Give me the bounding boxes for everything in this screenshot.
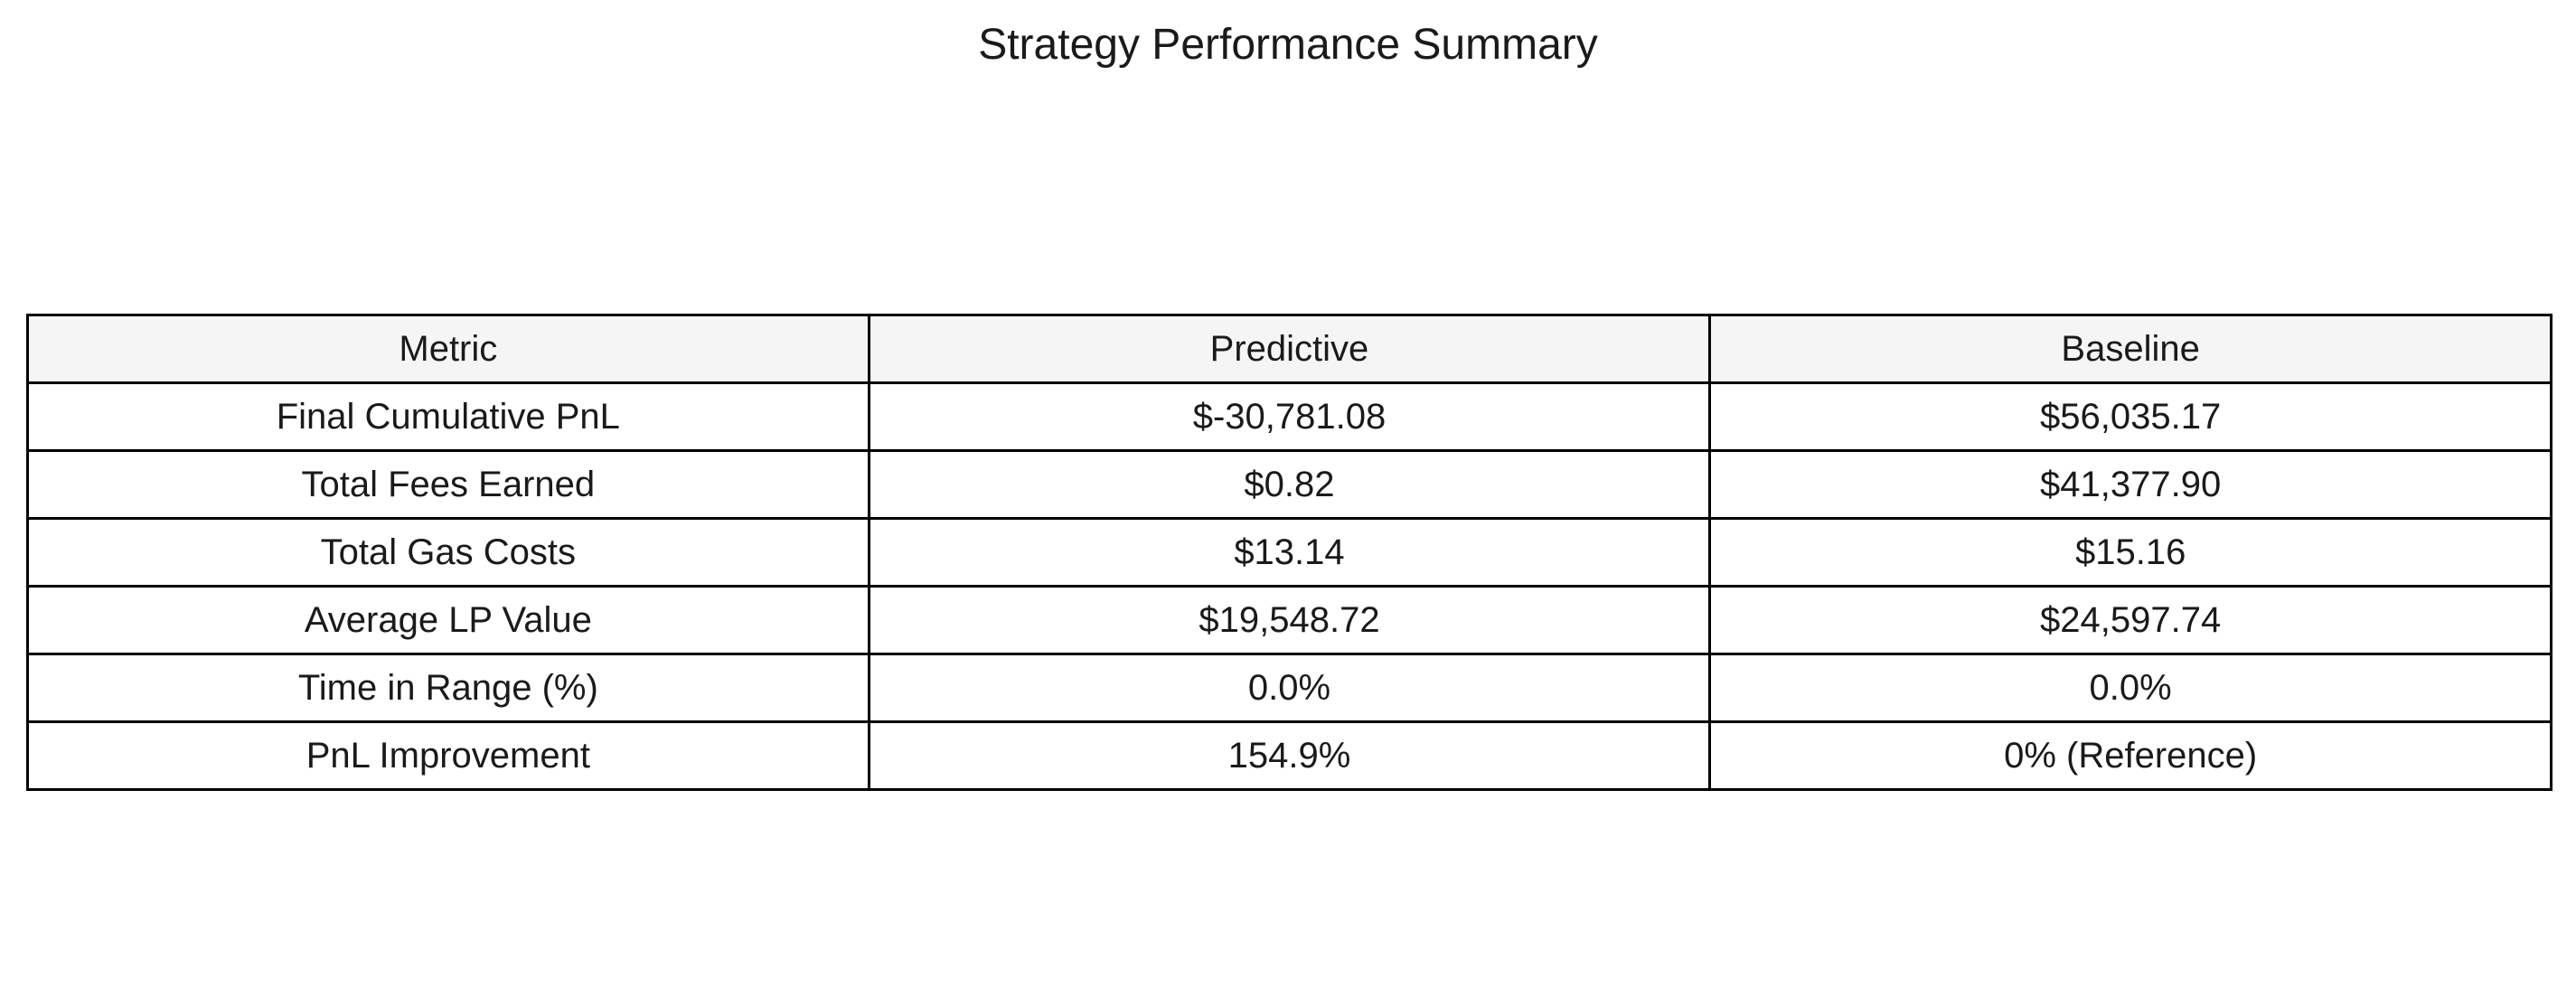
table-row: Final Cumulative PnL $-30,781.08 $56,035…	[26, 381, 2552, 452]
predictive-cell: 0.0%	[867, 653, 1712, 723]
baseline-cell: $24,597.74	[1708, 585, 2552, 655]
metric-cell: Total Fees Earned	[26, 449, 870, 520]
table-row: Average LP Value $19,548.72 $24,597.74	[26, 585, 2552, 655]
table-row: PnL Improvement 154.9% 0% (Reference)	[26, 720, 2552, 791]
metric-cell: Final Cumulative PnL	[26, 381, 870, 452]
performance-summary-table: Metric Predictive Baseline Final Cumulat…	[26, 314, 2552, 791]
metric-cell: Average LP Value	[26, 585, 870, 655]
header-metric: Metric	[26, 314, 870, 384]
baseline-cell: 0% (Reference)	[1708, 720, 2552, 791]
baseline-cell: $41,377.90	[1708, 449, 2552, 520]
baseline-cell: $15.16	[1708, 517, 2552, 588]
metric-cell: Total Gas Costs	[26, 517, 870, 588]
metric-cell: PnL Improvement	[26, 720, 870, 791]
baseline-cell: 0.0%	[1708, 653, 2552, 723]
header-baseline: Baseline	[1708, 314, 2552, 384]
chart-title: Strategy Performance Summary	[978, 21, 1598, 69]
table-row: Time in Range (%) 0.0% 0.0%	[26, 653, 2552, 723]
predictive-cell: 154.9%	[867, 720, 1712, 791]
table-row: Total Gas Costs $13.14 $15.16	[26, 517, 2552, 588]
table-row: Total Fees Earned $0.82 $41,377.90	[26, 449, 2552, 520]
predictive-cell: $19,548.72	[867, 585, 1712, 655]
predictive-cell: $13.14	[867, 517, 1712, 588]
baseline-cell: $56,035.17	[1708, 381, 2552, 452]
table-header-row: Metric Predictive Baseline	[26, 314, 2552, 384]
predictive-cell: $-30,781.08	[867, 381, 1712, 452]
header-predictive: Predictive	[867, 314, 1712, 384]
metric-cell: Time in Range (%)	[26, 653, 870, 723]
predictive-cell: $0.82	[867, 449, 1712, 520]
